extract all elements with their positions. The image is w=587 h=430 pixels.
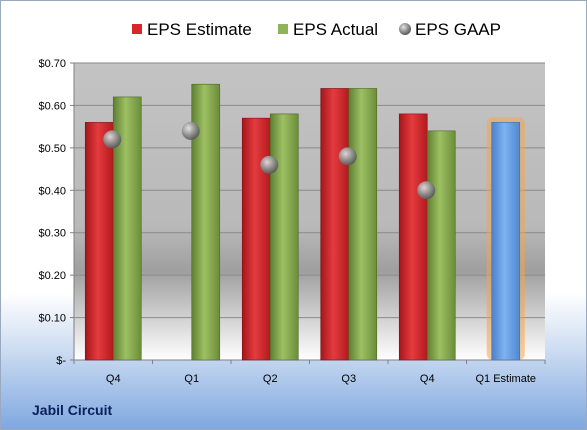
- bar-eps-estimate: [398, 113, 428, 361]
- legend-label: EPS Estimate: [147, 20, 252, 39]
- marker-eps-gaap: [260, 155, 279, 174]
- bar-eps-estimate: [84, 122, 114, 361]
- x-tick-label: Q2: [263, 373, 278, 385]
- y-tick-label: $0.20: [38, 270, 66, 282]
- y-tick-label: $0.50: [38, 143, 66, 155]
- y-axis: $- $0.10 $0.20 $0.30 $0.40 $0.50 $0.60 $0.70: [38, 58, 75, 367]
- y-tick-label: $0.60: [38, 100, 66, 112]
- gaap-markers: [103, 121, 436, 200]
- bar-eps-actual: [426, 130, 456, 361]
- plot-area: [74, 63, 545, 360]
- bar-eps-estimate: [241, 117, 271, 361]
- legend-swatch: [132, 24, 142, 34]
- x-axis: Q4 Q1 Q2 Q3 Q4 Q1 Estimate: [73, 360, 546, 385]
- marker-eps-gaap: [338, 147, 357, 166]
- legend: EPS Estimate EPS Actual EPS GAAP: [132, 20, 501, 39]
- gridlines: [74, 62, 545, 361]
- x-tick-label: Q1: [184, 373, 199, 385]
- x-tick-label: Q3: [341, 373, 356, 385]
- y-tick-label: $-: [56, 355, 66, 367]
- y-tick-label: $0.70: [38, 58, 66, 70]
- y-tick-label: $0.30: [38, 228, 66, 240]
- legend-swatch: [278, 24, 288, 34]
- legend-eps-gaap: EPS GAAP: [399, 20, 501, 39]
- x-tick-label: Q1 Estimate: [475, 373, 536, 385]
- bar-eps-estimate: [491, 122, 521, 361]
- bars: [84, 83, 525, 361]
- marker-eps-gaap: [181, 121, 200, 140]
- bar-eps-actual: [269, 113, 299, 361]
- company-label: Jabil Circuit: [32, 402, 113, 418]
- legend-eps-actual: EPS Actual: [278, 20, 378, 39]
- y-tick-label: $0.10: [38, 313, 66, 325]
- marker-eps-gaap: [103, 130, 122, 149]
- bar-eps-actual: [348, 88, 378, 361]
- legend-label: EPS Actual: [293, 20, 378, 39]
- x-tick-label: Q4: [106, 373, 121, 385]
- legend-label: EPS GAAP: [415, 20, 501, 39]
- legend-swatch: [399, 23, 411, 35]
- y-tick-label: $0.40: [38, 185, 66, 197]
- legend-eps-estimate: EPS Estimate: [132, 20, 252, 39]
- marker-eps-gaap: [417, 181, 436, 200]
- x-tick-label: Q4: [420, 373, 435, 385]
- bar-eps-estimate: [320, 88, 350, 361]
